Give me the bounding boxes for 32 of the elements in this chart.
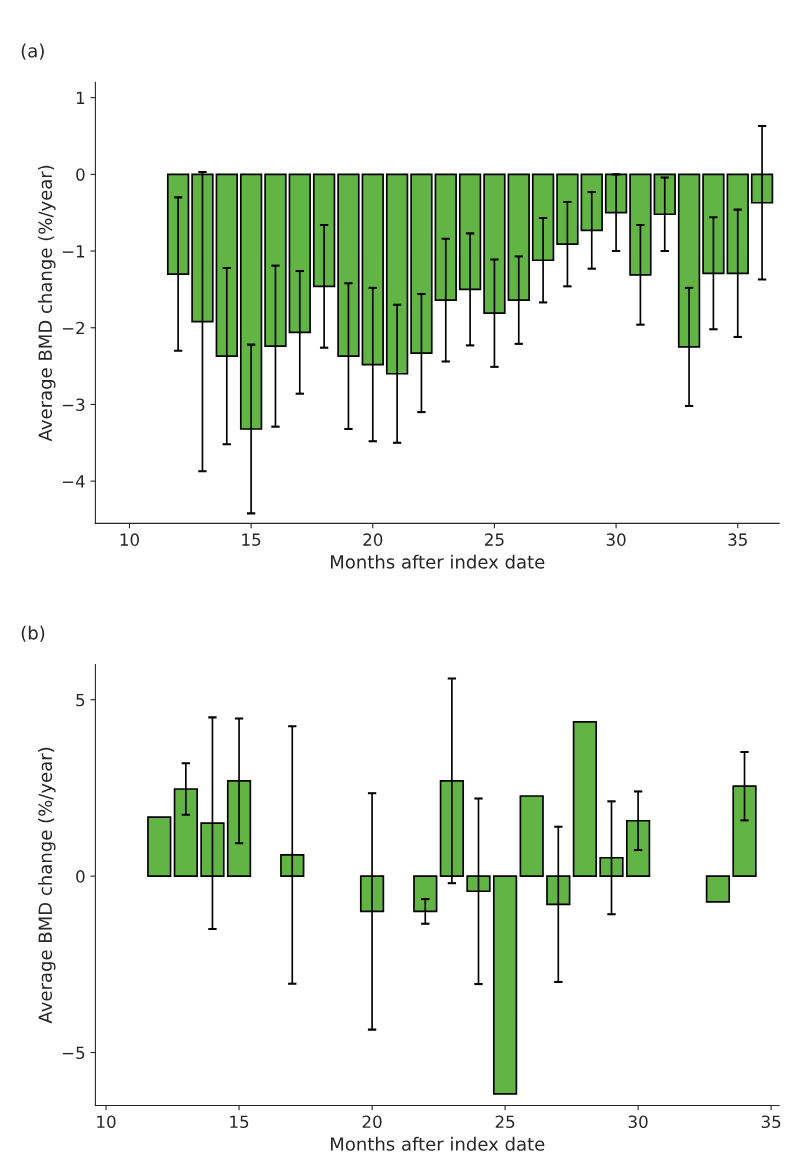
x-tick-label: 10 xyxy=(97,1115,116,1129)
x-tick-label: 30 xyxy=(628,1115,648,1129)
x-tick-label: 25 xyxy=(495,1115,515,1129)
bar xyxy=(705,875,731,903)
y-tick-label: −5 xyxy=(62,1046,85,1060)
chart-title: (a) xyxy=(21,43,44,60)
y-tick-label: −2 xyxy=(62,321,85,335)
x-axis-title: Months after index date xyxy=(331,1136,545,1151)
y-tick-label: 1 xyxy=(76,91,85,104)
y-axis-title: Average BMD change (%/year) xyxy=(38,165,56,442)
bar xyxy=(147,816,172,877)
y-axis-title: Average BMD change (%/year) xyxy=(38,747,56,1024)
x-tick-label: 10 xyxy=(120,533,139,546)
y-tick-label: −1 xyxy=(62,245,85,258)
chart-title: (b) xyxy=(21,625,45,642)
y-tick-label: 0 xyxy=(76,168,85,181)
x-tick-label: 20 xyxy=(363,533,383,546)
x-tick-label: 15 xyxy=(230,1115,249,1129)
y-tick-label: −4 xyxy=(62,475,85,488)
y-tick-label: 0 xyxy=(76,870,85,883)
bar xyxy=(492,875,518,1095)
bar xyxy=(519,795,544,877)
bar xyxy=(572,721,598,877)
x-tick-label: 30 xyxy=(606,533,626,546)
x-tick-label: 20 xyxy=(362,1115,382,1129)
x-tick-label: 35 xyxy=(761,1115,781,1129)
y-tick-label: 5 xyxy=(76,693,85,707)
y-tick-label: −3 xyxy=(62,398,85,412)
x-tick-label: 35 xyxy=(728,533,747,546)
x-tick-label: 25 xyxy=(485,533,504,546)
x-tick-label: 15 xyxy=(242,533,261,546)
x-axis-title: Months after index date xyxy=(331,554,545,569)
